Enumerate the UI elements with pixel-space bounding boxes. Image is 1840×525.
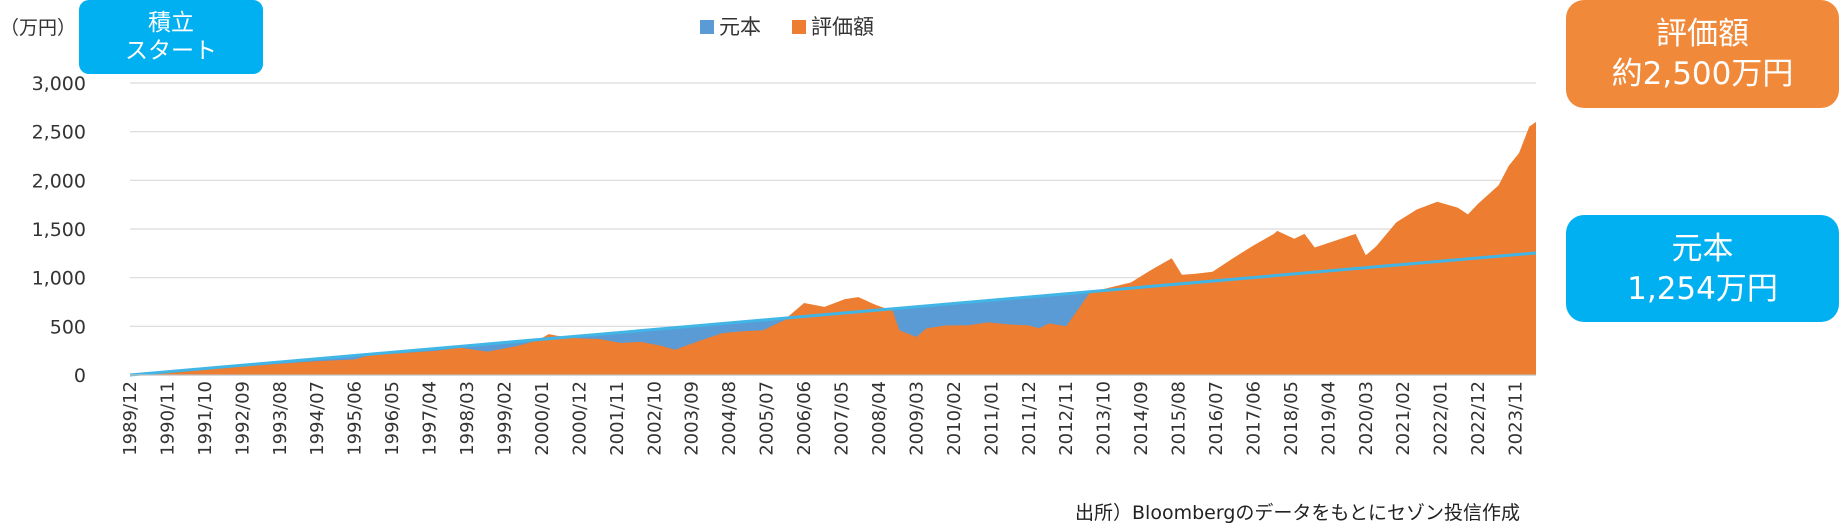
- x-tick-label: 2004/08: [719, 381, 740, 456]
- x-tick-label: 2019/04: [1318, 381, 1339, 456]
- x-tick-label: 2008/04: [869, 381, 890, 456]
- series-principal-line: [129, 251, 1537, 377]
- x-tick-label: 2011/12: [1019, 381, 1040, 456]
- y-tick-label: 3,000: [32, 73, 86, 95]
- y-tick-label: 1,500: [32, 219, 86, 241]
- x-tick-label: 2018/05: [1281, 381, 1302, 456]
- x-tick-label: 2000/01: [532, 381, 553, 456]
- principal-badge: 元本 1,254万円: [1566, 215, 1839, 322]
- x-tick-label: 2009/03: [906, 381, 927, 456]
- value-badge: 評価額 約2,500万円: [1566, 0, 1839, 108]
- legend: 元本 評価額: [700, 15, 874, 39]
- x-tick-label: 1994/07: [307, 381, 328, 456]
- value-badge-line1: 評価額: [1656, 16, 1749, 52]
- x-tick-label: 1999/02: [494, 381, 515, 456]
- x-tick-label: 2023/11: [1506, 381, 1527, 456]
- x-tick-label: 2010/02: [944, 381, 965, 456]
- x-tick-label: 1998/03: [457, 381, 478, 456]
- x-tick-label: 2002/10: [644, 381, 665, 456]
- x-tick-label: 2016/07: [1206, 381, 1227, 456]
- x-tick-label: 2021/02: [1393, 381, 1414, 456]
- x-tick-label: 2006/06: [794, 381, 815, 456]
- y-tick-labels: 0 500 1,000 1,500 2,000 2,500 3,000: [32, 73, 86, 387]
- x-tick-label: 2000/12: [569, 381, 590, 456]
- x-tick-label: 1997/04: [420, 381, 441, 456]
- y-tick-label: 1,000: [32, 268, 86, 290]
- x-tick-label: 2005/07: [757, 381, 778, 456]
- value-badge-line2: 約2,500万円: [1611, 56, 1794, 92]
- x-tick-label: 2001/11: [607, 381, 628, 456]
- x-tick-label: 2020/03: [1356, 381, 1377, 456]
- y-tick-label: 2,000: [32, 170, 86, 192]
- x-tick-label: 1992/09: [232, 381, 253, 456]
- x-tick-label: 2015/08: [1169, 381, 1190, 456]
- x-tick-label: 2007/05: [832, 381, 853, 456]
- x-tick-label: 2012/11: [1056, 381, 1077, 456]
- legend-swatch: [792, 20, 806, 34]
- y-unit-label: （万円）: [0, 17, 76, 39]
- principal-badge-line1: 元本: [1671, 230, 1734, 267]
- x-tick-label: 1991/10: [195, 381, 216, 456]
- x-tick-label: 2013/10: [1094, 381, 1115, 456]
- series-value-area: [130, 121, 1536, 376]
- x-tick-label: 2014/09: [1131, 381, 1152, 456]
- start-badge: 積立 スタート: [79, 0, 263, 74]
- legend-label: 評価額: [811, 15, 874, 39]
- start-badge-line2: スタート: [125, 38, 217, 64]
- x-tick-label: 1996/05: [382, 381, 403, 456]
- start-badge-line1: 積立: [148, 10, 194, 36]
- x-tick-label: 1990/11: [157, 381, 178, 456]
- source-note: 出所）Bloombergのデータをもとにセゾン投信作成: [1075, 502, 1520, 524]
- x-tick-label: 2003/09: [682, 381, 703, 456]
- x-tick-label: 1995/06: [345, 381, 366, 456]
- y-tick-label: 500: [50, 316, 86, 338]
- principal-badge-line2: 1,254万円: [1627, 270, 1778, 307]
- x-tick-label: 2011/01: [981, 381, 1002, 456]
- x-tick-label: 2022/12: [1468, 381, 1489, 456]
- y-tick-label: 0: [74, 365, 86, 387]
- y-tick-label: 2,500: [32, 122, 86, 144]
- legend-swatch: [700, 20, 714, 34]
- x-tick-label: 1989/12: [120, 381, 141, 456]
- legend-label: 元本: [719, 15, 761, 39]
- x-tick-label: 2017/06: [1243, 381, 1264, 456]
- x-tick-label: 1993/08: [270, 381, 291, 456]
- x-tick-labels: 1989/12 1990/11 1991/10 1992/09 1993/08 1994/…: [120, 381, 1527, 456]
- x-tick-label: 2022/01: [1431, 381, 1452, 456]
